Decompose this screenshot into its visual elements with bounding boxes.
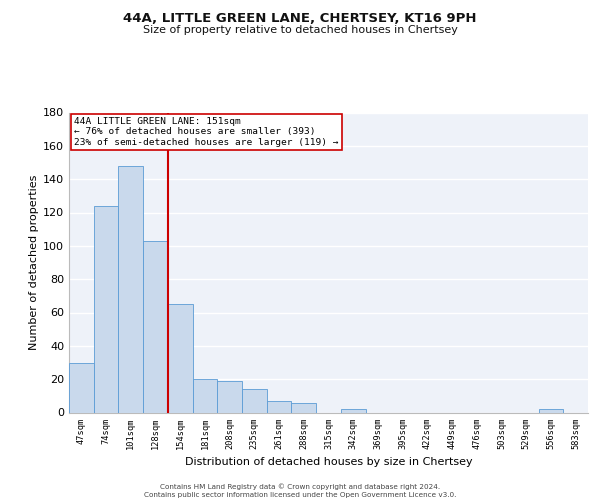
Bar (539, 409, 563, 412)
Bar (193, 379, 217, 412)
Bar (168, 304, 193, 412)
Bar (242, 389, 267, 412)
Bar (69, 362, 94, 412)
Text: 44A LITTLE GREEN LANE: 151sqm
← 76% of detached houses are smaller (393)
23% of : 44A LITTLE GREEN LANE: 151sqm ← 76% of d… (74, 117, 338, 147)
Bar (341, 409, 365, 412)
Y-axis label: Number of detached properties: Number of detached properties (29, 175, 39, 350)
Bar (143, 241, 168, 412)
Text: Contains HM Land Registry data © Crown copyright and database right 2024.
Contai: Contains HM Land Registry data © Crown c… (144, 484, 456, 498)
Bar (94, 206, 118, 412)
Text: 44A, LITTLE GREEN LANE, CHERTSEY, KT16 9PH: 44A, LITTLE GREEN LANE, CHERTSEY, KT16 9… (123, 12, 477, 26)
Bar (267, 401, 292, 412)
Bar (118, 166, 143, 412)
X-axis label: Distribution of detached houses by size in Chertsey: Distribution of detached houses by size … (185, 457, 472, 467)
Bar (292, 402, 316, 412)
Bar (217, 381, 242, 412)
Text: Size of property relative to detached houses in Chertsey: Size of property relative to detached ho… (143, 25, 457, 35)
